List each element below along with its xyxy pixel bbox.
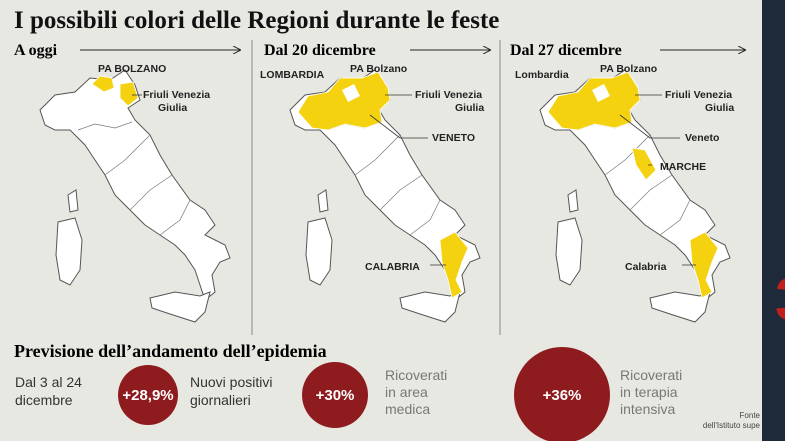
- stat-label: Ricoverati: [620, 367, 682, 383]
- map-label: Veneto: [685, 132, 719, 144]
- panel: Dal 20 dicembre LOMBARDIA PA Bolzano Fri…: [260, 42, 490, 323]
- map-label: PA Bolzano: [600, 63, 657, 75]
- stat-label: intensiva: [620, 401, 675, 417]
- region: [297, 71, 391, 131]
- region: [631, 147, 657, 181]
- stat-circle: [514, 347, 610, 441]
- map-label: CALABRIA: [365, 261, 420, 273]
- panel-heading: A oggi: [14, 42, 58, 59]
- stat-circle: [302, 362, 368, 428]
- region: [91, 75, 115, 93]
- side-digit: 3: [775, 266, 785, 333]
- side-band: [762, 0, 785, 441]
- panel-heading: Dal 27 dicembre: [510, 42, 622, 59]
- map-label: Giulia: [455, 102, 484, 114]
- forecast-title: Previsione dell’andamento dell’epidemia: [14, 341, 327, 361]
- panel: Dal 27 dicembre Lombardia PA Bolzano Fri…: [510, 42, 745, 323]
- map-label: Giulia: [158, 102, 187, 114]
- stat-value: +28,9%: [122, 387, 173, 404]
- map-label: PA Bolzano: [350, 63, 407, 75]
- stat-label: giornalieri: [190, 392, 251, 408]
- region-white: [592, 84, 610, 102]
- panel-heading: Dal 20 dicembre: [264, 42, 376, 59]
- stat-label: Ricoverati: [385, 367, 447, 383]
- region-white: [342, 84, 360, 102]
- map-label: Friuli Venezia: [143, 89, 210, 101]
- map-label: Calabria: [625, 261, 667, 273]
- map-label: PA BOLZANO: [98, 63, 166, 75]
- map-label: Lombardia: [515, 69, 569, 81]
- map-label: VENETO: [432, 132, 475, 144]
- stat-label: Nuovi positivi: [190, 374, 272, 390]
- map-label: Friuli Venezia: [415, 89, 482, 101]
- map-label: Giulia: [705, 102, 734, 114]
- source: Fonte: [740, 411, 761, 420]
- period: Dal 3 al 24: [15, 374, 82, 390]
- region: [547, 71, 641, 131]
- map-label: LOMBARDIA: [260, 69, 325, 81]
- region: [689, 231, 719, 299]
- stat-label: medica: [385, 401, 430, 417]
- region: [119, 81, 139, 107]
- panel: A oggi PA BOLZANO Friuli Venezia Giulia: [14, 42, 240, 323]
- stat-label: in area: [385, 384, 428, 400]
- period: dicembre: [15, 392, 73, 408]
- stat-circle: [118, 365, 178, 425]
- source: dell'Istituto supe: [703, 421, 761, 430]
- stat-value: +30%: [316, 387, 355, 404]
- map-label: MARCHE: [660, 161, 706, 173]
- stat-value: +36%: [543, 387, 582, 404]
- title: I possibili colori delle Regioni durante…: [14, 7, 499, 34]
- stat-label: in terapia: [620, 384, 678, 400]
- map-label: Friuli Venezia: [665, 89, 732, 101]
- region: [439, 231, 469, 299]
